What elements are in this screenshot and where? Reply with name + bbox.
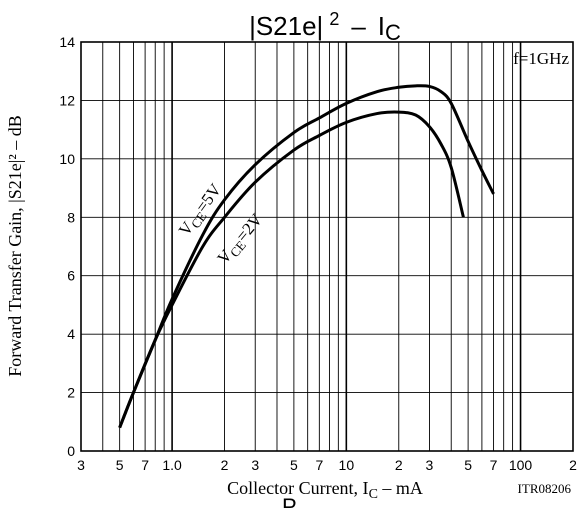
part-code: ITR08206 — [518, 481, 572, 496]
x-tick-label: 3 — [426, 457, 434, 473]
x-tick-label: 100 — [509, 457, 533, 473]
x-tick-label: 2 — [569, 457, 577, 473]
x-tick-label: 1.0 — [162, 457, 182, 473]
chart-title: |S21e| 2– IC — [249, 9, 401, 45]
x-tick-label: 5 — [290, 457, 298, 473]
x-tick-label: 10 — [339, 457, 355, 473]
y-axis-label: Forward Transfer Gain, |S21e|² – dB — [5, 115, 25, 377]
x-tick-label: 3 — [251, 457, 259, 473]
frequency-annotation: f=1GHz — [513, 49, 569, 68]
y-tick-label: 0 — [67, 443, 75, 459]
x-tick-label: 7 — [141, 457, 149, 473]
series-line-vce-2v — [118, 110, 465, 429]
x-tick-label: 3 — [77, 457, 85, 473]
y-tick-label: 4 — [67, 326, 75, 342]
x-tick-label: 7 — [490, 457, 498, 473]
y-tick-label: 10 — [59, 151, 75, 167]
series-label-vce-5v: VCE=5V — [175, 180, 228, 241]
y-tick-label: 14 — [59, 34, 75, 50]
y-tick-label: 12 — [59, 92, 75, 108]
y-tick-labels: 0 2 4 6 8 10 12 14 — [59, 34, 75, 459]
y-tick-label: 6 — [67, 268, 75, 284]
cut-off-caption: P — [282, 494, 297, 508]
grid — [80, 41, 574, 452]
x-tick-label: 5 — [464, 457, 472, 473]
curves — [118, 84, 495, 429]
x-tick-label: 7 — [315, 457, 323, 473]
x-axis-label: Collector Current, IC – mA — [227, 478, 423, 502]
x-tick-label: 5 — [116, 457, 124, 473]
x-tick-label: 2 — [395, 457, 403, 473]
y-tick-label: 2 — [67, 385, 75, 401]
x-tick-labels: 3 5 7 1.0 2 3 5 7 10 2 3 5 7 100 2 — [77, 457, 577, 473]
y-tick-label: 8 — [67, 209, 75, 225]
x-tick-label: 2 — [221, 457, 229, 473]
series-line-vce-5v — [118, 84, 495, 429]
plot-frame — [80, 41, 574, 452]
